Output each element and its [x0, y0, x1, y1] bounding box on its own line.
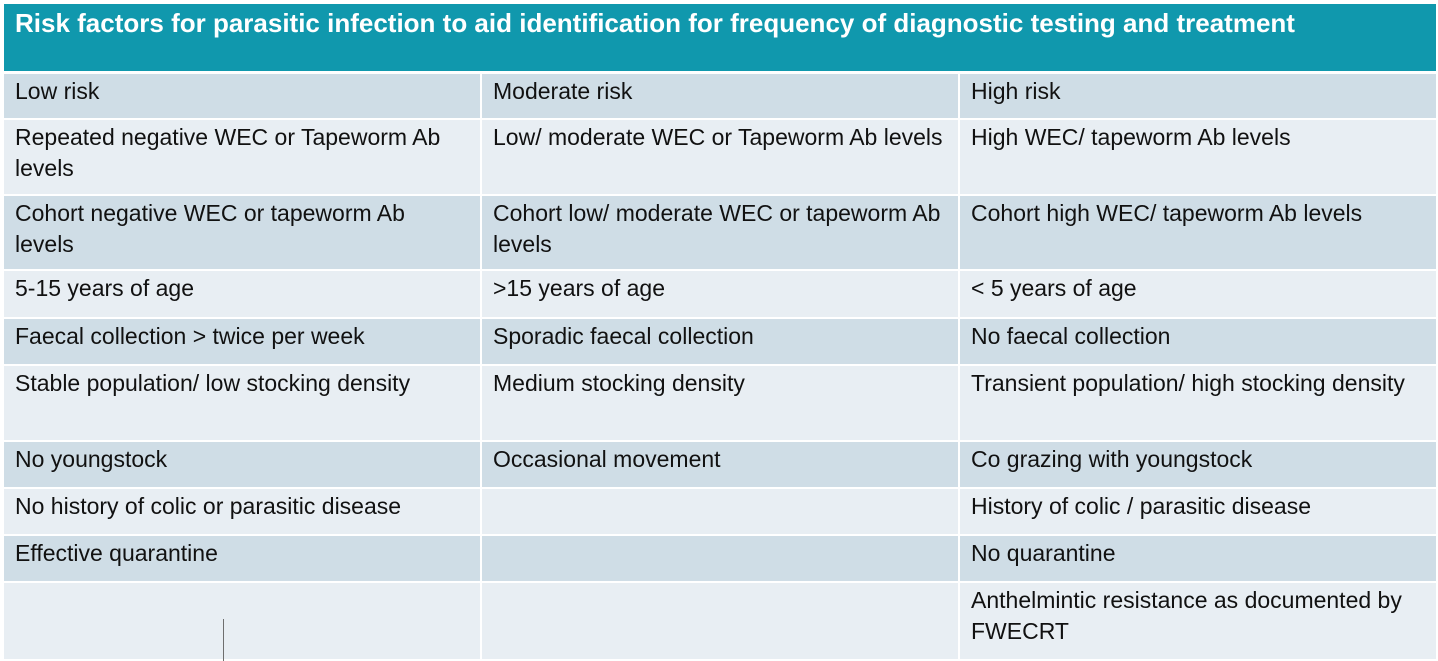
column-header-low-risk: Low risk — [4, 73, 482, 120]
table-row: Stable population/ low stocking density … — [4, 365, 1436, 442]
column-header-moderate-risk: Moderate risk — [482, 73, 960, 120]
cell-moderate-risk: Occasional movement — [482, 441, 960, 489]
cell-low-risk: Cohort negative WEC or tapeworm Ab level… — [4, 195, 482, 272]
risk-factors-table: Risk factors for parasitic infection to … — [4, 4, 1436, 661]
table-row: Effective quarantine No quarantine — [4, 535, 1436, 584]
cell-high-risk: Transient population/ high stocking dens… — [960, 365, 1436, 442]
column-header-row: Low risk Moderate risk High risk — [4, 73, 1436, 120]
table-row: No history of colic or parasitic disease… — [4, 488, 1436, 536]
table-row: Cohort negative WEC or tapeworm Ab level… — [4, 195, 1436, 272]
cell-high-risk: No quarantine — [960, 535, 1436, 584]
cell-low-risk: Stable population/ low stocking density — [4, 365, 482, 442]
cell-moderate-risk — [482, 583, 960, 661]
cell-moderate-risk: Sporadic faecal collection — [482, 318, 960, 366]
table-row: 5-15 years of age >15 years of age < 5 y… — [4, 271, 1436, 319]
table-title: Risk factors for parasitic infection to … — [4, 4, 1436, 74]
cell-high-risk: High WEC/ tapeworm Ab levels — [960, 119, 1436, 196]
table-row: No youngstock Occasional movement Co gra… — [4, 441, 1436, 489]
cell-moderate-risk: Low/ moderate WEC or Tapeworm Ab levels — [482, 119, 960, 196]
cell-low-risk: Effective quarantine — [4, 535, 482, 584]
cell-high-risk: Cohort high WEC/ tapeworm Ab levels — [960, 195, 1436, 272]
column-header-high-risk: High risk — [960, 73, 1436, 120]
text-cursor-line — [223, 619, 224, 661]
cell-high-risk: No faecal collection — [960, 318, 1436, 366]
cell-moderate-risk: Medium stocking density — [482, 365, 960, 442]
table-row: Anthelmintic resistance as documented by… — [4, 583, 1436, 661]
cell-low-risk — [4, 583, 482, 661]
cell-moderate-risk — [482, 488, 960, 536]
cell-low-risk: 5-15 years of age — [4, 271, 482, 319]
cell-high-risk: History of colic / parasitic disease — [960, 488, 1436, 536]
cell-low-risk: No history of colic or parasitic disease — [4, 488, 482, 536]
cell-high-risk: < 5 years of age — [960, 271, 1436, 319]
cell-low-risk: No youngstock — [4, 441, 482, 489]
cell-moderate-risk: >15 years of age — [482, 271, 960, 319]
cell-high-risk: Co grazing with youngstock — [960, 441, 1436, 489]
table-row: Repeated negative WEC or Tapeworm Ab lev… — [4, 119, 1436, 196]
cell-low-risk: Repeated negative WEC or Tapeworm Ab lev… — [4, 119, 482, 196]
cell-moderate-risk: Cohort low/ moderate WEC or tapeworm Ab … — [482, 195, 960, 272]
cell-low-risk: Faecal collection > twice per week — [4, 318, 482, 366]
cell-high-risk: Anthelmintic resistance as documented by… — [960, 583, 1436, 661]
cell-moderate-risk — [482, 535, 960, 584]
table-row: Faecal collection > twice per week Spora… — [4, 318, 1436, 366]
